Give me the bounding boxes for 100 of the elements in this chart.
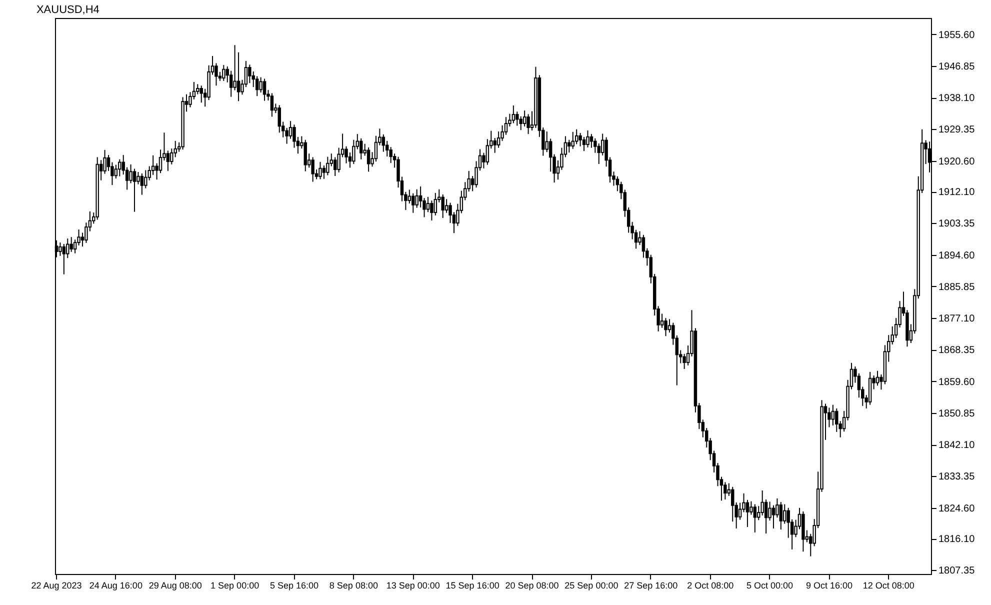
candlestick [760, 490, 764, 516]
y-tick-label: 1885.85 [938, 282, 976, 293]
candlestick [571, 131, 574, 150]
candlestick [779, 502, 783, 530]
x-tick-label: 29 Aug 08:00 [148, 580, 202, 590]
candlestick [255, 76, 259, 97]
candlestick [597, 142, 600, 165]
x-tick-label: 27 Sep 16:00 [624, 580, 678, 590]
y-tick-label: 1877.10 [938, 314, 976, 325]
x-tick-label: 2 Oct 08:00 [687, 580, 734, 590]
y-tick-label: 1946.85 [938, 61, 976, 72]
candlestick [516, 111, 519, 126]
candlestick [270, 92, 274, 118]
candlestick [493, 138, 496, 154]
candlestick [360, 138, 363, 160]
candlestick [318, 161, 322, 180]
candlestick [326, 156, 330, 176]
y-tick-label: 1929.35 [938, 124, 976, 136]
candlestick [132, 168, 136, 212]
x-tick-label: 5 Oct 00:00 [746, 580, 794, 590]
x-tick-label: 22 Aug 2023 [31, 580, 82, 590]
candlestick [738, 502, 742, 520]
x-tick-label: 8 Sep 08:00 [329, 580, 378, 590]
x-tick-label: 12 Oct 08:00 [862, 580, 914, 590]
candlestick [166, 150, 170, 172]
y-tick-label: 1894.60 [938, 250, 976, 262]
candlestick [418, 186, 422, 208]
candlestick [408, 189, 412, 204]
candlestick [229, 70, 233, 98]
candlestick [664, 318, 668, 337]
x-tick-label: 24 Aug 16:00 [89, 580, 142, 590]
x-tick-label: 5 Sep 16:00 [270, 580, 319, 590]
candlestick [233, 44, 236, 91]
candlestick [750, 500, 753, 516]
candlestick [574, 128, 578, 145]
y-tick-label: 1938.10 [938, 93, 976, 104]
y-tick-label: 1850.85 [938, 408, 976, 420]
candlestick [412, 192, 415, 214]
candlestick [582, 136, 586, 152]
candlestick [526, 114, 530, 135]
candlestick [222, 64, 226, 82]
candlestick [426, 196, 430, 213]
candlestick [311, 156, 314, 182]
candlestick [731, 486, 734, 522]
y-tick-label: 1920.60 [938, 156, 976, 168]
candlestick [366, 146, 370, 172]
y-tick-label: 1807.35 [938, 566, 976, 577]
candlestick [519, 116, 522, 131]
candlestick [136, 172, 140, 185]
candlestick [682, 353, 686, 370]
candlestick [868, 371, 872, 406]
candlestick [140, 172, 144, 196]
candlestick [831, 404, 835, 426]
candlestick [772, 504, 776, 529]
x-tick-label: 25 Sep 00:00 [564, 580, 618, 590]
candlestick [200, 85, 203, 104]
candlestick [129, 164, 132, 184]
x-tick-label: 20 Sep 08:00 [505, 580, 559, 590]
candlestick [144, 170, 148, 189]
candlestick [522, 110, 526, 127]
candlestick [441, 194, 444, 218]
candlestick [278, 104, 281, 134]
candlestick [259, 76, 262, 93]
y-tick-label: 1824.60 [938, 503, 976, 514]
candlestick [70, 236, 73, 252]
candlestick [244, 60, 248, 88]
candlestick [118, 158, 122, 177]
candlestick [262, 78, 266, 102]
y-tick-label: 1903.35 [938, 218, 976, 230]
y-tick-label: 1955.60 [938, 30, 976, 41]
candlestick [753, 504, 757, 533]
candlestick [248, 64, 252, 84]
x-tick-label: 1 Sep 00:00 [210, 580, 260, 590]
y-tick-label: 1833.35 [938, 472, 976, 483]
x-tick-label: 13 Sep 00:00 [386, 580, 440, 590]
candlestick [304, 139, 308, 172]
candlestick [434, 192, 438, 216]
candlestick [444, 198, 448, 214]
candlestick [586, 130, 590, 148]
x-tick-label: 15 Sep 16:00 [446, 580, 500, 590]
candlestick [382, 134, 386, 152]
candlestick [333, 156, 337, 176]
candlestick [58, 242, 62, 256]
candlestick [73, 239, 77, 254]
y-tick-label: 1816.10 [938, 534, 976, 546]
candlestick [512, 104, 516, 124]
y-tick-label: 1868.35 [938, 345, 976, 356]
candlestick [430, 200, 434, 221]
x-tick-label: 9 Oct 16:00 [806, 580, 852, 590]
candlestick [568, 139, 571, 153]
candlestick [578, 132, 582, 147]
candlestick [415, 188, 418, 208]
y-tick-label: 1912.10 [938, 187, 976, 198]
candlestick [876, 370, 880, 386]
candlestick [174, 140, 177, 158]
candlestick [322, 164, 326, 180]
y-tick-label: 1859.60 [938, 376, 976, 388]
candlestick [62, 243, 66, 275]
y-tick-label: 1842.10 [938, 440, 976, 452]
chart-title: XAUUSD,H4 [36, 4, 100, 16]
